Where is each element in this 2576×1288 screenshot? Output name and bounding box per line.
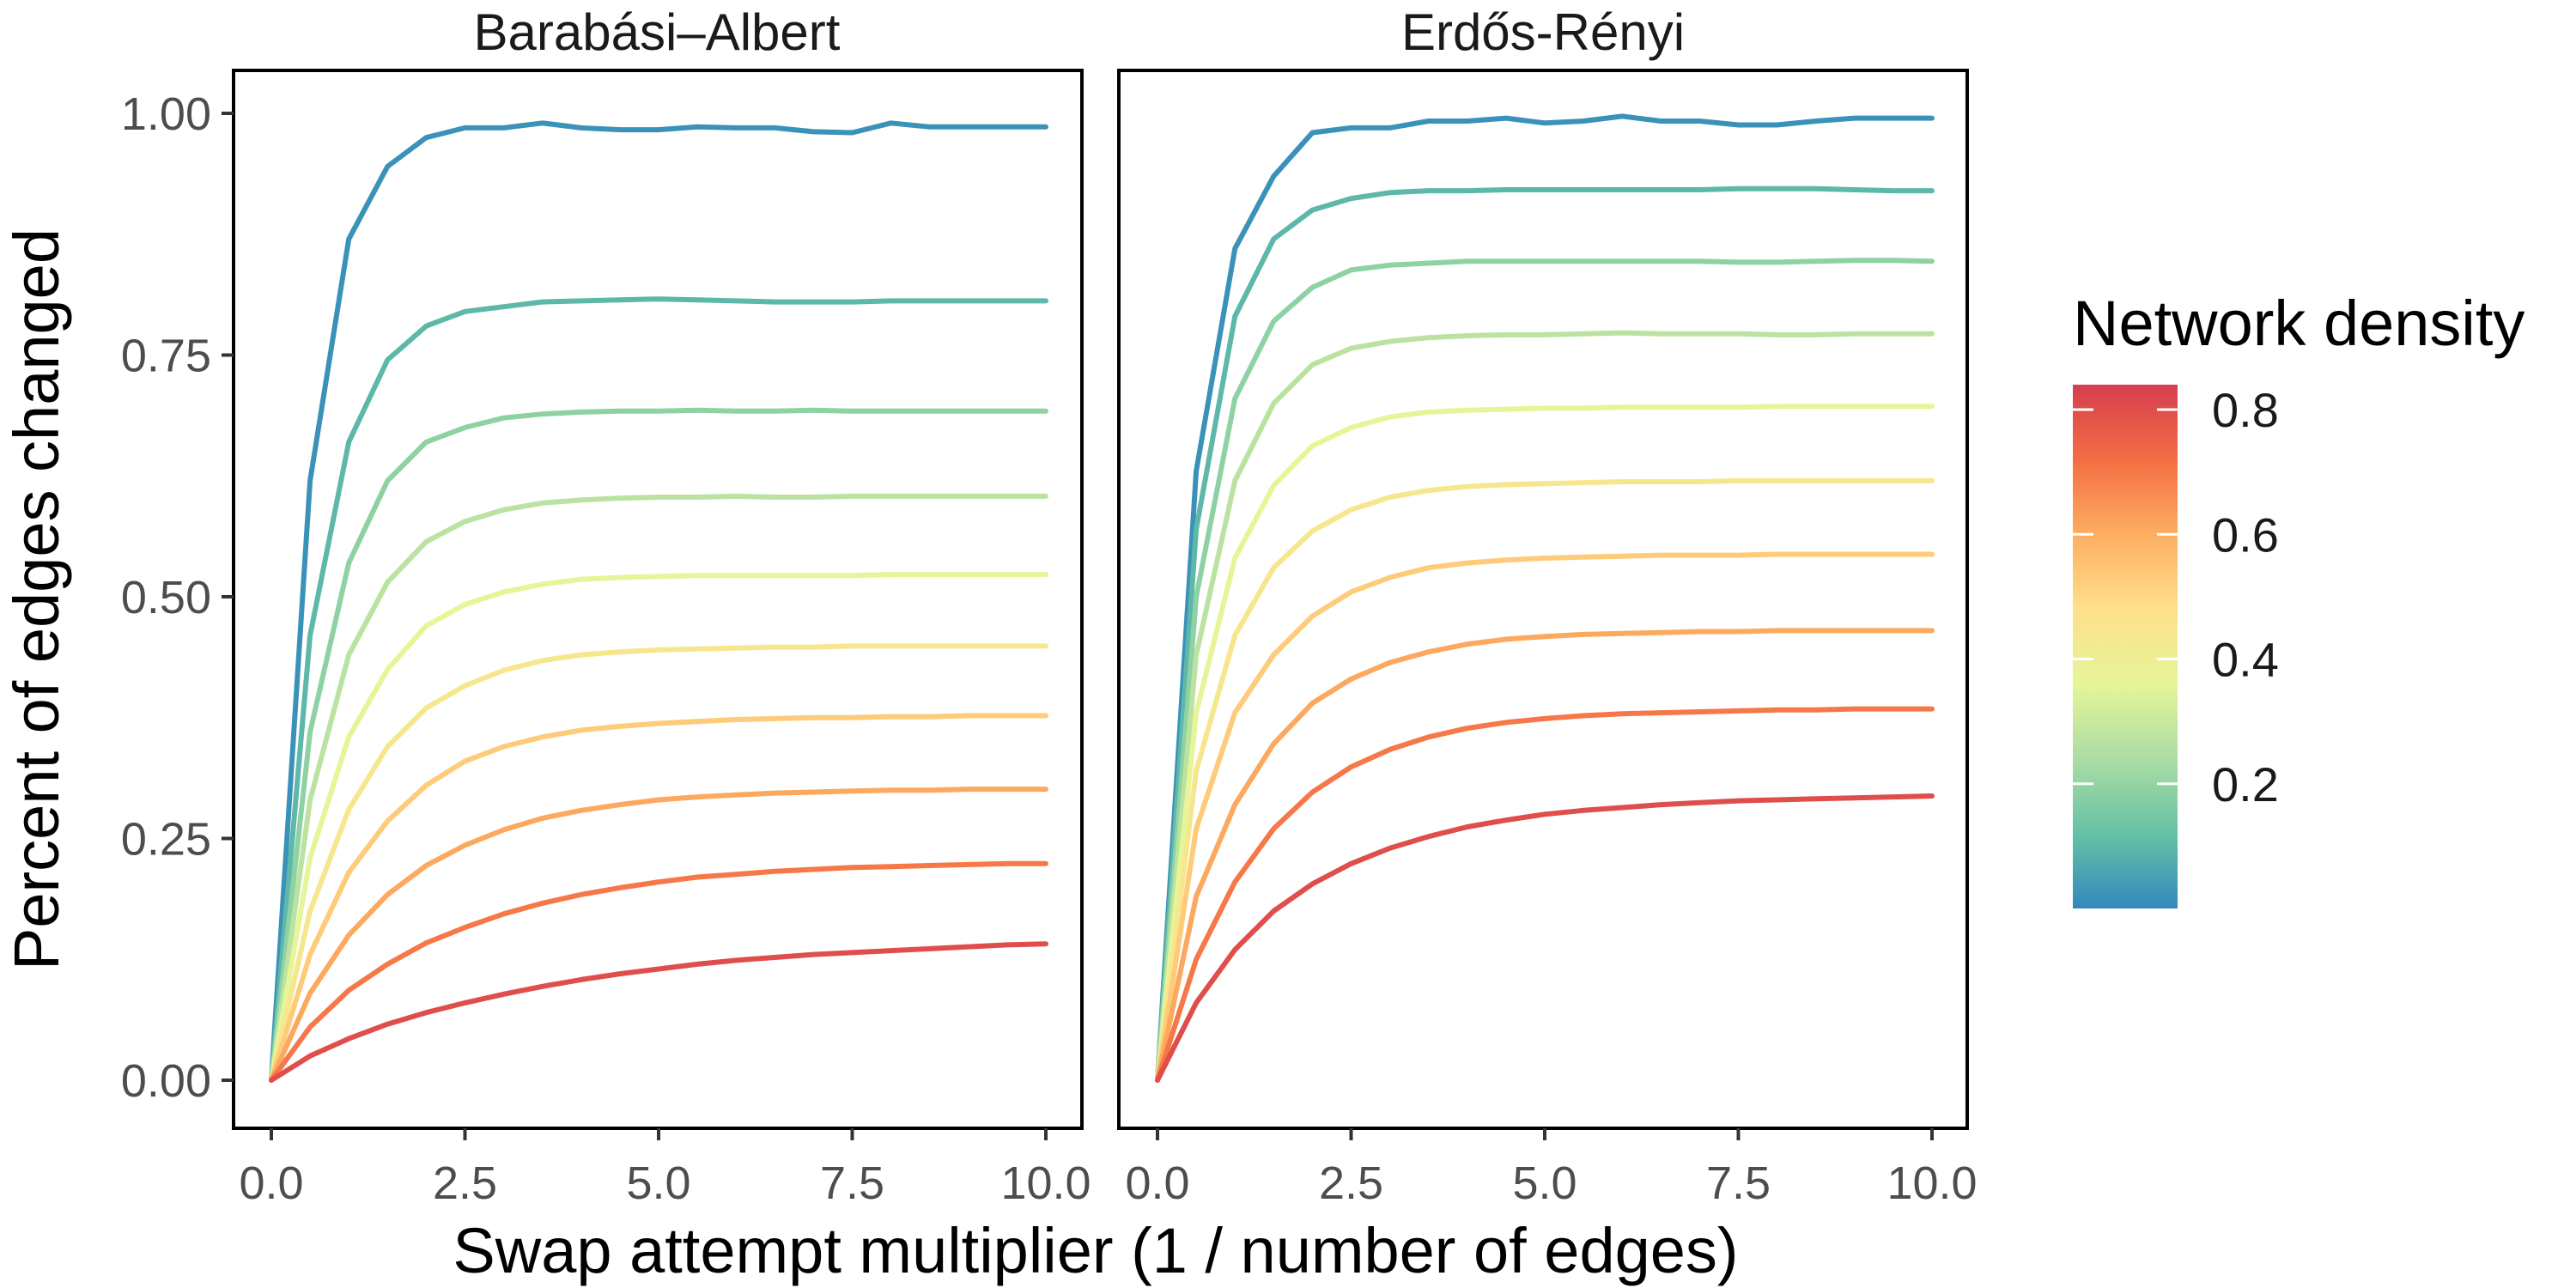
series-line-density-0.53 xyxy=(269,713,1048,1083)
series-layer xyxy=(1155,113,1935,1083)
y-axis: 0.00 0.25 0.50 0.75 1.00 xyxy=(121,88,234,1107)
x-tick-label: 0.0 xyxy=(239,1157,303,1209)
x-tick-label: 7.5 xyxy=(1706,1157,1771,1209)
colorbar-legend: Network density 0.8 0.6 0.4 0.2 xyxy=(2073,288,2524,908)
series-line-density-0.61 xyxy=(1155,628,1935,1083)
y-tick-label: 0.25 xyxy=(121,814,211,866)
panel-barabasi-albert: Barabási–Albert 0.0 2.5 5.0 7.5 10.0 0.00 0.2… xyxy=(121,3,1091,1209)
x-tick-label: 2.5 xyxy=(1319,1157,1383,1209)
y-tick-label: 1.00 xyxy=(121,88,211,140)
colorbar-tick-label: 0.6 xyxy=(2212,507,2279,562)
x-tick-label: 5.0 xyxy=(626,1157,690,1209)
series-line-density-0.53 xyxy=(1155,551,1935,1083)
y-tick-label: 0.75 xyxy=(121,331,211,382)
y-tick-label: 0.00 xyxy=(121,1055,211,1107)
panel-title-erdos-renyi: Erdős-Rényi xyxy=(1401,3,1685,61)
series-line-density-0.44 xyxy=(269,643,1048,1083)
x-tick-label: 0.0 xyxy=(1125,1157,1189,1209)
series-line-density-0.19 xyxy=(269,407,1048,1083)
series-line-density-0.27 xyxy=(1155,330,1935,1083)
y-axis-title: Percent of edges changed xyxy=(1,228,72,970)
series-line-density-0.02 xyxy=(1155,113,1935,1083)
series-line-density-0.7 xyxy=(269,860,1048,1083)
x-tick-label: 2.5 xyxy=(433,1157,497,1209)
x-tick-label: 10.0 xyxy=(1000,1157,1091,1209)
series-line-density-0.8 xyxy=(269,941,1048,1083)
colorbar xyxy=(2073,385,2178,908)
x-axis-title: Swap attempt multiplier (1 / number of e… xyxy=(453,1215,1738,1286)
series-line-density-0.8 xyxy=(1155,793,1935,1083)
x-tick-label: 7.5 xyxy=(820,1157,884,1209)
series-line-density-0.1 xyxy=(1155,185,1935,1083)
series-line-density-0.61 xyxy=(269,787,1048,1083)
series-line-density-0.19 xyxy=(1155,258,1935,1083)
series-line-density-0.1 xyxy=(269,296,1048,1083)
x-tick-label: 10.0 xyxy=(1886,1157,1977,1209)
series-line-density-0.36 xyxy=(269,572,1048,1083)
colorbar-tick-label: 0.8 xyxy=(2212,383,2279,437)
panel-erdos-renyi: Erdős-Rényi 0.0 2.5 5.0 7.5 10.0 xyxy=(1117,3,1978,1209)
colorbar-tick-label: 0.2 xyxy=(2212,757,2279,811)
x-axis: 0.0 2.5 5.0 7.5 10.0 xyxy=(1125,1128,1978,1209)
legend-ticks: 0.8 0.6 0.4 0.2 xyxy=(2073,383,2279,811)
series-layer xyxy=(269,120,1048,1083)
y-tick-label: 0.50 xyxy=(121,572,211,623)
series-line-density-0.44 xyxy=(1155,477,1935,1083)
x-tick-label: 5.0 xyxy=(1512,1157,1577,1209)
series-line-density-0.27 xyxy=(269,493,1048,1083)
series-line-density-0.7 xyxy=(1155,706,1935,1083)
x-axis: 0.0 2.5 5.0 7.5 10.0 xyxy=(239,1128,1091,1209)
panel-title-barabasi-albert: Barabási–Albert xyxy=(474,3,841,61)
series-line-density-0.02 xyxy=(269,120,1048,1083)
series-line-density-0.36 xyxy=(1155,404,1935,1083)
colorbar-tick-label: 0.4 xyxy=(2212,633,2279,687)
legend-title: Network density xyxy=(2073,288,2524,359)
